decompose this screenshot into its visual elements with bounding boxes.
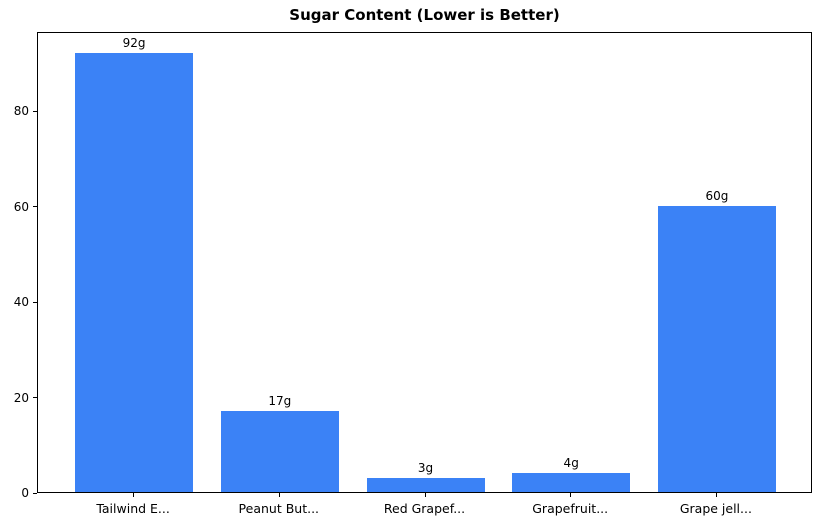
chart-title: Sugar Content (Lower is Better) [289, 6, 560, 24]
x-tick-label: Peanut But... [238, 501, 320, 516]
y-tick-mark [33, 301, 37, 303]
x-tick-label: Grape jell... [679, 501, 752, 516]
bar-value-label: 60g [705, 188, 729, 203]
x-tick-label: Grapefruit... [532, 501, 609, 516]
bar-value-label: 92g [122, 35, 146, 50]
bar-value-label: 17g [268, 393, 292, 408]
x-tick-mark [424, 493, 426, 497]
x-tick-mark [133, 493, 135, 497]
bar [657, 205, 776, 492]
x-tick-label: Tailwind E... [96, 501, 170, 516]
bar-value-label: 3g [417, 460, 434, 475]
bar [220, 410, 339, 492]
x-tick-mark [278, 493, 280, 497]
y-tick-mark [33, 110, 37, 112]
bar [366, 477, 485, 492]
x-tick-label: Red Grapef... [383, 501, 466, 516]
bar [512, 472, 631, 492]
bar-value-label: 4g [563, 455, 579, 470]
bar [75, 52, 194, 492]
y-tick-mark [33, 492, 37, 494]
y-tick-label: 20 [13, 390, 29, 405]
y-tick-mark [33, 397, 37, 399]
y-tick-label: 60 [13, 199, 29, 214]
plot-area: 92g 17g 3g 4g 60g [37, 32, 812, 493]
x-tick-mark [715, 493, 717, 497]
y-tick-mark [33, 206, 37, 208]
x-tick-mark [570, 493, 572, 497]
y-tick-label: 40 [13, 295, 29, 310]
y-tick-label: 0 [21, 486, 29, 500]
y-tick-label: 80 [13, 104, 29, 119]
